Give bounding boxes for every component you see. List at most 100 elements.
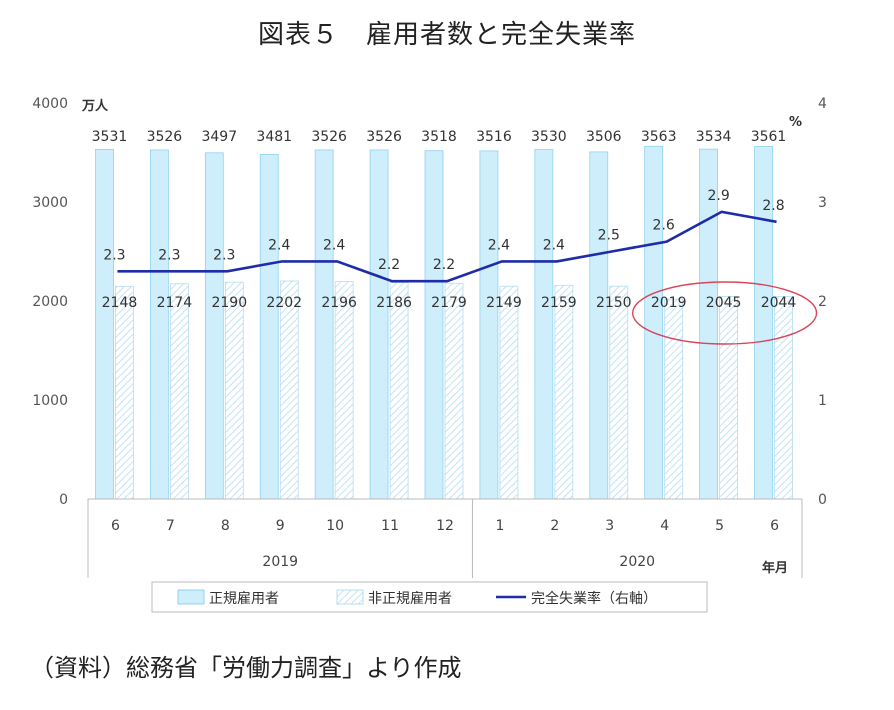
nonregular-bar [499, 285, 519, 500]
regular-value-label: 3534 [696, 129, 732, 145]
nonregular-bar [609, 285, 629, 500]
right-axis-tick-label: 4 [818, 96, 827, 112]
regular-bar [644, 145, 664, 500]
nonregular-value-label: 2044 [761, 295, 797, 311]
legend-nonregular-label: 非正規雇用者 [368, 590, 452, 607]
nonregular-bar [719, 296, 739, 500]
unemployment-rate-label: 2.2 [378, 257, 400, 273]
regular-value-label: 3561 [751, 129, 787, 145]
nonregular-value-label: 2149 [486, 295, 522, 311]
unemployment-rate-label: 2.4 [268, 237, 290, 253]
nonregular-value-label: 2150 [596, 295, 632, 311]
x-tick-label: 4 [660, 518, 669, 534]
nonregular-bar [664, 298, 684, 500]
unemployment-rate-label: 2.3 [213, 247, 235, 263]
x-axis-unit: 年月 [762, 560, 788, 576]
nonregular-bar [389, 282, 409, 500]
unemployment-rate-label: 2.4 [488, 237, 510, 253]
nonregular-value-label: 2019 [651, 295, 687, 311]
nonregular-value-label: 2186 [376, 295, 412, 311]
x-tick-label: 10 [326, 518, 344, 534]
left-axis-tick-label: 0 [59, 492, 68, 508]
nonregular-bar [169, 283, 189, 500]
regular-value-label: 3526 [366, 129, 402, 145]
highlight-ellipse [631, 281, 818, 345]
x-tick-label: 8 [221, 518, 230, 534]
regular-bar [259, 153, 279, 500]
unemployment-rate-label: 2.9 [707, 188, 729, 204]
right-axis-unit: % [789, 115, 802, 130]
unemployment-rate-label: 2.3 [158, 247, 180, 263]
right-axis-tick-label: 2 [818, 294, 827, 310]
regular-value-label: 3497 [201, 129, 237, 145]
unemployment-rate-label: 2.6 [653, 218, 675, 234]
unemployment-rate-label: 2.2 [433, 257, 455, 273]
left-axis-tick-label: 1000 [32, 393, 68, 409]
x-tick-label: 12 [436, 518, 454, 534]
nonregular-bar [224, 281, 244, 500]
x-tick-label: 6 [770, 518, 779, 534]
regular-value-label: 3526 [311, 129, 347, 145]
left-axis-unit: 万人 [81, 98, 109, 114]
left-axis-tick-label: 2000 [32, 294, 68, 310]
x-tick-label: 1 [495, 518, 504, 534]
legend-nonregular-swatch [336, 589, 364, 605]
unemployment-rate-label: 2.8 [762, 198, 784, 214]
regular-value-label: 3526 [147, 129, 183, 145]
nonregular-bar [444, 282, 464, 500]
nonregular-value-label: 2159 [541, 295, 577, 311]
x-tick-label: 2 [550, 518, 559, 534]
nonregular-value-label: 2148 [102, 295, 138, 311]
right-axis-tick-label: 1 [818, 393, 827, 409]
x-tick-label: 11 [381, 518, 399, 534]
x-tick-label: 5 [715, 518, 724, 534]
left-axis-tick-label: 3000 [32, 195, 68, 211]
nonregular-value-label: 2045 [706, 295, 742, 311]
regular-bar [149, 149, 169, 500]
nonregular-value-label: 2179 [431, 295, 467, 311]
regular-value-label: 3516 [476, 129, 512, 145]
regular-bar [534, 149, 554, 500]
regular-value-label: 3531 [92, 129, 128, 145]
nonregular-value-label: 2174 [157, 295, 193, 311]
nonregular-bar [774, 296, 793, 500]
regular-value-label: 3518 [421, 129, 457, 145]
regular-bar [424, 150, 444, 500]
left-axis-tick-label: 4000 [32, 96, 68, 112]
regular-value-label: 3530 [531, 129, 567, 145]
x-tick-label: 6 [111, 518, 120, 534]
nonregular-bar [279, 280, 299, 500]
unemployment-rate-label: 2.4 [323, 237, 345, 253]
source-note: （資料）総務省「労働力調査」より作成 [30, 654, 462, 682]
regular-bar [369, 149, 389, 500]
nonregular-value-label: 2196 [321, 295, 357, 311]
legend-line-label: 完全失業率（右軸） [531, 590, 657, 607]
nonregular-bar [554, 284, 574, 500]
legend-box [151, 581, 708, 613]
regular-bar [314, 149, 334, 500]
nonregular-value-label: 2202 [266, 295, 302, 311]
legend-regular-swatch [177, 589, 205, 605]
regular-bar [204, 152, 224, 500]
unemployment-rate-label: 2.3 [103, 247, 125, 263]
right-axis-tick-label: 0 [818, 492, 827, 508]
x-tick-label: 7 [166, 518, 175, 534]
nonregular-bar [334, 281, 354, 500]
regular-bar [589, 151, 609, 500]
nonregular-value-label: 2190 [211, 295, 247, 311]
right-axis-tick-label: 3 [818, 195, 827, 211]
x-tick-label: 3 [605, 518, 614, 534]
regular-value-label: 3481 [256, 129, 292, 145]
regular-value-label: 3506 [586, 129, 622, 145]
nonregular-bar [115, 285, 134, 500]
legend-regular-label: 正規雇用者 [209, 590, 279, 607]
year-group-label: 2019 [262, 554, 298, 570]
unemployment-rate-label: 2.5 [598, 228, 620, 244]
regular-bar [479, 150, 499, 500]
regular-bar [95, 149, 114, 500]
chart-title: 図表５ 雇用者数と完全失業率 [257, 20, 636, 50]
unemployment-rate-label: 2.4 [543, 237, 565, 253]
x-tick-label: 9 [276, 518, 285, 534]
year-group-label: 2020 [619, 554, 655, 570]
